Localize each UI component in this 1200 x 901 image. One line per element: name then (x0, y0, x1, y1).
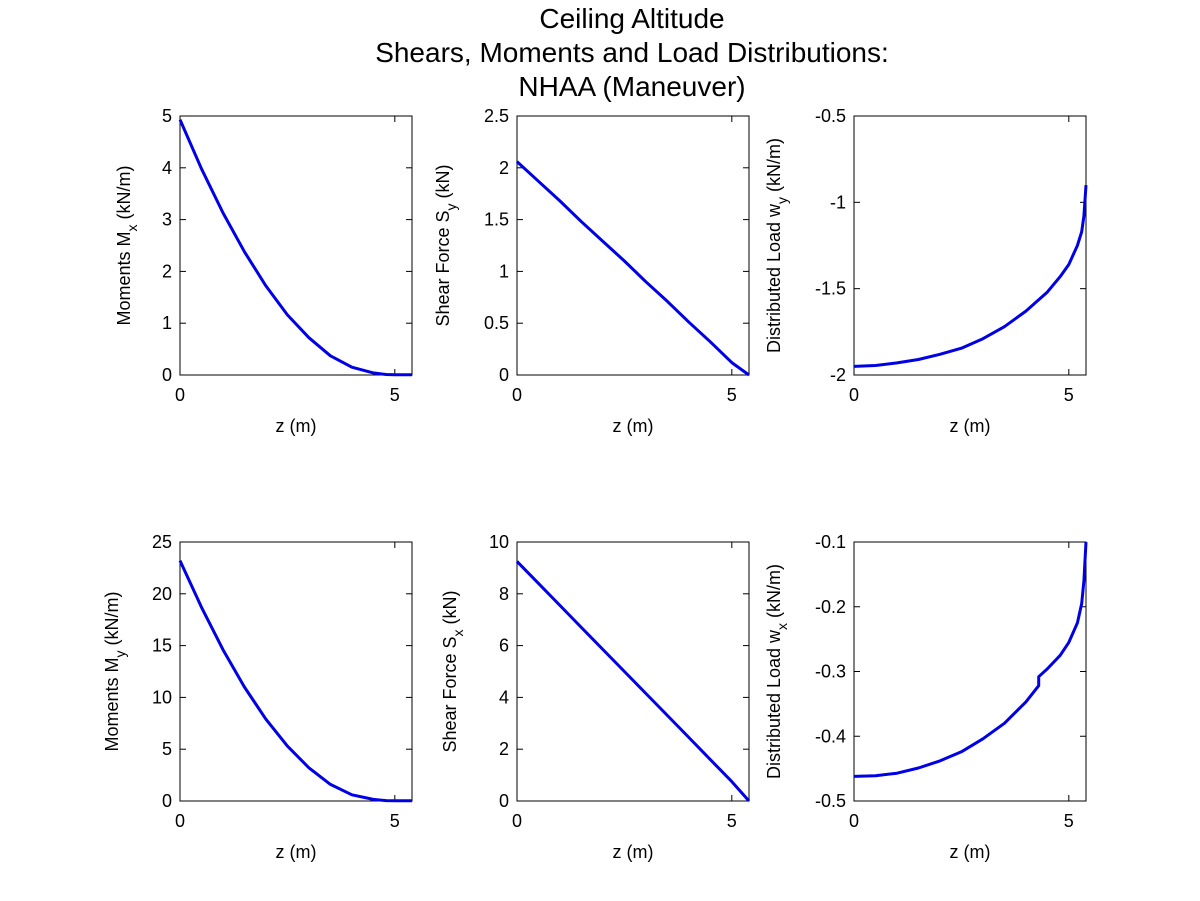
subplot-2-xtick-label: 5 (727, 385, 737, 405)
subplot-6-ytick-label: -0.3 (815, 662, 846, 682)
subplot-6-xtick-label: 5 (1064, 811, 1074, 831)
subplot-1-ylabel: Moments Mx (kN/m) (114, 165, 140, 325)
subplot-3-ytick-label: -1.5 (815, 279, 846, 299)
subplot-4-xlabel: z (m) (276, 842, 317, 862)
subplot-1-xlabel: z (m) (276, 416, 317, 436)
subplot-4-ytick-label: 20 (152, 584, 172, 604)
subplot-3-xlabel: z (m) (950, 416, 991, 436)
subplot-5-ytick-label: 6 (499, 636, 509, 656)
subplot-5-ytick-label: 4 (499, 687, 509, 707)
subplot-2-xtick-label: 0 (512, 385, 522, 405)
subplot-1-xtick-label: 5 (390, 385, 400, 405)
subplot-4-xtick-label: 0 (175, 811, 185, 831)
subplot-5-frame (516, 541, 750, 802)
subplot-2-ytick-label: 0 (499, 365, 509, 385)
subplot-4-ytick-label: 10 (152, 687, 172, 707)
subplot-4-ytick-label: 15 (152, 636, 172, 656)
subplot-5-ytick-label: 10 (489, 532, 509, 552)
subplot-6-ylabel: Distributed Load wx (kN/m) (764, 564, 790, 779)
subplot-6-xlabel: z (m) (950, 842, 991, 862)
subplot-2-xlabel: z (m) (613, 416, 654, 436)
subplot-1-ytick-label: 1 (162, 313, 172, 333)
subplot-4-frame (179, 541, 413, 802)
subplot-5-ylabel: Shear Force Sx (kN) (440, 590, 466, 752)
subplot-6-ytick-label: -0.4 (815, 726, 846, 746)
subplot-2-ytick-label: 1 (499, 261, 509, 281)
subplot-3-xtick-label: 0 (849, 385, 859, 405)
subplot-5-ytick-label: 8 (499, 584, 509, 604)
subplot-6-series-line (853, 541, 1088, 778)
subplot-2-ytick-label: 2 (499, 158, 509, 178)
subplot-3-frame (853, 115, 1087, 376)
subplot-1-ytick-label: 0 (162, 365, 172, 385)
subplot-5-xtick-label: 5 (727, 811, 737, 831)
subplot-6-xtick-label: 0 (849, 811, 859, 831)
subplot-1-xtick-label: 0 (175, 385, 185, 405)
subplot-2-frame (516, 115, 750, 376)
subplot-4-xtick-label: 5 (390, 811, 400, 831)
title-line-3: NHAA (Maneuver) (518, 71, 746, 102)
subplot-4-ytick-label: 0 (162, 791, 172, 811)
subplot-3-ytick-label: -1 (830, 192, 846, 212)
subplot-1-ytick-label: 4 (162, 158, 172, 178)
subplot-6-frame (853, 541, 1087, 802)
subplot-1-series-line (178, 118, 412, 377)
subplot-2-ylabel: Shear Force Sy (kN) (433, 164, 459, 326)
subplot-3-series-line (853, 184, 1088, 368)
subplot-4-ytick-label: 25 (152, 532, 172, 552)
subplot-2-ytick-label: 0.5 (484, 313, 509, 333)
subplot-5-xlabel: z (m) (613, 842, 654, 862)
subplot-3-xtick-label: 5 (1064, 385, 1074, 405)
subplot-1-ytick-label: 2 (162, 261, 172, 281)
subplot-1-frame (179, 115, 413, 376)
subplot-6-ytick-label: -0.5 (815, 791, 846, 811)
subplot-4-ytick-label: 5 (162, 739, 172, 759)
subplot-5-xtick-label: 0 (512, 811, 522, 831)
subplot-3-ylabel: Distributed Load wy (kN/m) (764, 138, 790, 353)
subplot-6-ytick-label: -0.1 (815, 532, 846, 552)
title-line-1: Ceiling Altitude (539, 3, 725, 34)
subplot-1-ytick-label: 3 (162, 210, 172, 230)
subplot-4-ylabel: Moments My (kN/m) (102, 591, 128, 751)
subplot-5-series-line (515, 560, 751, 802)
subplot-4-series-line (178, 559, 412, 803)
subplot-3-ytick-label: -0.5 (815, 106, 846, 126)
title-line-2: Shears, Moments and Load Distributions: (375, 37, 889, 68)
subplot-5-ytick-label: 0 (499, 791, 509, 811)
subplot-2-ytick-label: 2.5 (484, 106, 509, 126)
subplot-2-ytick-label: 1.5 (484, 210, 509, 230)
figure-title: Ceiling Altitude Shears, Moments and Loa… (0, 2, 1200, 104)
subplot-1-ytick-label: 5 (162, 106, 172, 126)
subplot-2-series-line (515, 160, 750, 377)
subplot-3-ytick-label: -2 (830, 365, 846, 385)
subplot-5-ytick-label: 2 (499, 739, 509, 759)
subplot-6-ytick-label: -0.2 (815, 597, 846, 617)
